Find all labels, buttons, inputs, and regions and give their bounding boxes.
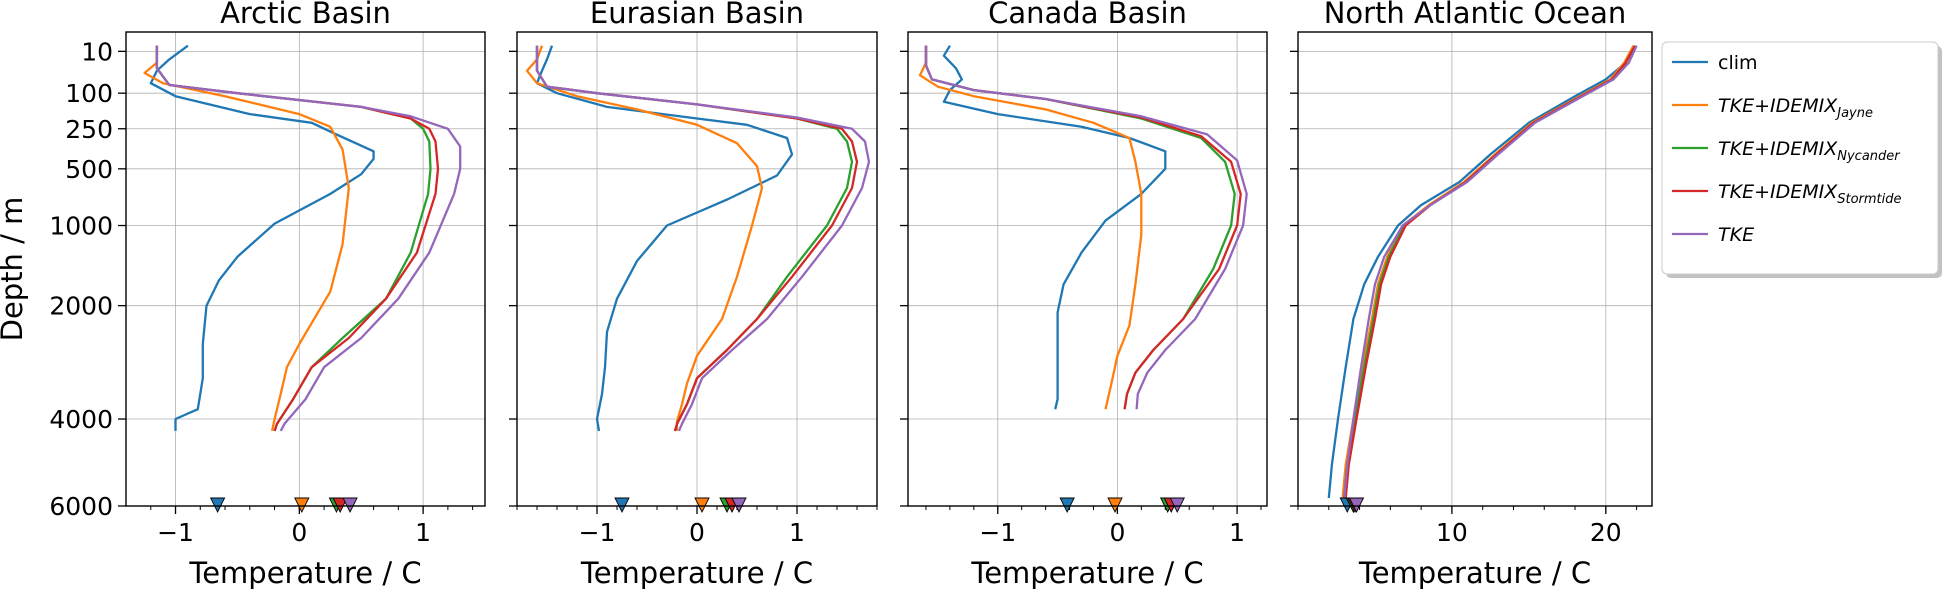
legend-label: TKE+IDEMIXNycander — [1718, 138, 1901, 164]
panel-3: −1 0 1 Canada Basin Temperature / C — [900, 0, 1268, 589]
series-line-clim — [535, 45, 794, 432]
series-line-tke-idemix-jayne — [918, 45, 1143, 410]
x-tick-label: 0 — [689, 518, 705, 547]
x-tick-label: −1 — [579, 518, 616, 547]
series-line-tke-idemix-nycander — [1343, 45, 1637, 499]
plot-frame — [125, 31, 486, 507]
panel-title: North Atlantic Ocean — [1324, 0, 1627, 30]
legend-label: TKE+IDEMIXStormtide — [1718, 181, 1902, 207]
mean-marker-tke — [342, 497, 358, 514]
x-axis-label: Temperature / C — [1358, 556, 1591, 589]
mean-marker-clim — [614, 497, 630, 514]
panel-2: −1 0 1 Eurasian Basin Temperature / C — [509, 0, 878, 589]
series-line-tke-idemix-stormtide — [1344, 45, 1637, 499]
y-tick-label: 250 — [65, 115, 113, 144]
series-line-tke-idemix-nycander — [155, 45, 432, 432]
mean-marker-tke — [731, 497, 747, 514]
mean-marker-clim — [1059, 497, 1075, 514]
y-tick-label: 1000 — [49, 212, 113, 241]
y-tick-label: 10 — [81, 37, 113, 66]
legend-label: clim — [1718, 52, 1758, 74]
series-line-tke — [1343, 45, 1638, 499]
y-tick-label: 2000 — [49, 292, 113, 321]
x-tick-label: 1 — [1229, 518, 1245, 547]
x-axis-label: Temperature / C — [580, 556, 813, 589]
legend-box — [1661, 41, 1939, 275]
legend-label: TKE+IDEMIXJayne — [1718, 95, 1873, 121]
plot-frame — [1297, 31, 1653, 507]
series-line-tke-idemix-stormtide — [924, 45, 1242, 410]
x-tick-label: 10 — [1436, 518, 1468, 547]
mean-marker-tke-idemix-stormtide — [332, 497, 348, 514]
series-line-clim — [149, 44, 375, 431]
y-tick-label: 100 — [65, 79, 113, 108]
series-line-clim — [942, 45, 1167, 410]
series-line-tke — [535, 45, 871, 432]
x-tick-label: 0 — [291, 518, 307, 547]
y-axis-label: Depth / m — [0, 197, 29, 342]
x-tick-label: 1 — [415, 518, 431, 547]
x-tick-label: 1 — [789, 518, 805, 547]
series-line-tke — [924, 45, 1248, 410]
x-axis-label: Temperature / C — [188, 556, 421, 589]
panel-1: 10 100 250 500 1000 2000 4000 6000 −1 0 1 Arctic Ba… — [49, 0, 486, 589]
mean-marker-tke-idemix-jayne — [1107, 497, 1123, 514]
x-axis-label: Temperature / C — [970, 556, 1203, 589]
shared-y-axis: Depth / m — [0, 197, 29, 342]
series-line-tke-idemix-jayne — [143, 45, 350, 432]
mean-marker-clim — [209, 497, 226, 514]
mean-marker-tke-idemix-jayne — [694, 497, 710, 514]
series-line-clim — [1327, 45, 1635, 499]
series-line-tke-idemix-jayne — [525, 45, 764, 431]
panel-title: Eurasian Basin — [590, 0, 804, 30]
mean-marker-tke — [1348, 497, 1365, 514]
y-tick-label: 6000 — [49, 492, 113, 521]
y-tick-label: 4000 — [49, 405, 113, 434]
plot-frame — [907, 31, 1268, 507]
mean-marker-tke — [1169, 497, 1185, 514]
x-tick-label: −1 — [157, 518, 194, 547]
panel-4: 10 20 North Atlantic Ocean Temperature / C — [1290, 0, 1653, 589]
x-tick-label: 0 — [1109, 518, 1125, 547]
mean-marker-tke-idemix-jayne — [294, 497, 310, 514]
x-tick-label: 20 — [1590, 518, 1622, 547]
series-line-tke-idemix-stormtide — [155, 45, 440, 432]
series-line-tke — [155, 45, 462, 432]
panel-title: Arctic Basin — [220, 0, 391, 30]
panel-title: Canada Basin — [988, 0, 1187, 30]
y-tick-label: 500 — [65, 155, 113, 184]
legend-label: TKE — [1718, 224, 1754, 246]
x-tick-label: −1 — [979, 518, 1016, 547]
plot-frame — [516, 31, 878, 507]
legend: clim TKE+IDEMIXJayne TKE+IDEMIXNycander TKE… — [1661, 41, 1942, 278]
series-line-tke-idemix-nycander — [924, 45, 1236, 410]
